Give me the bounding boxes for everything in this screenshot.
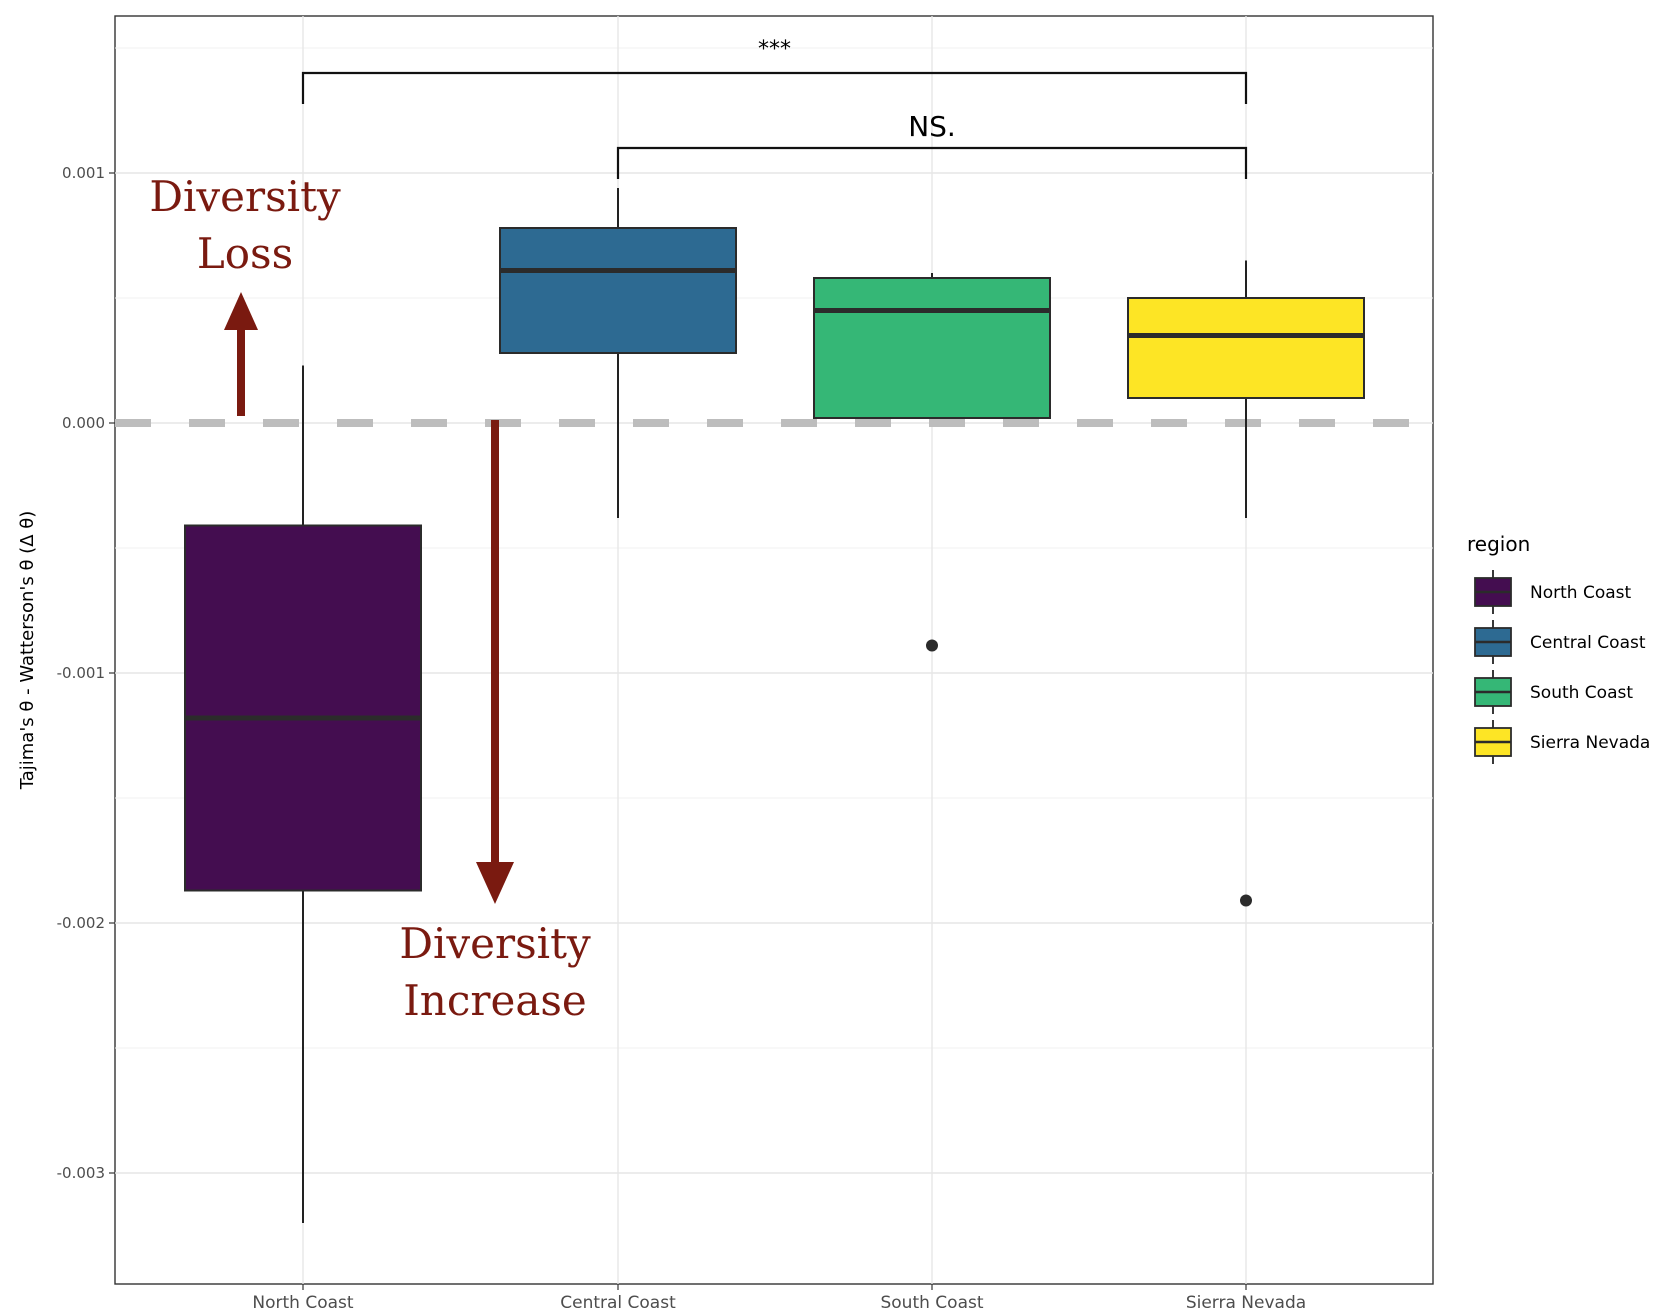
x-tick-label: Central Coast: [560, 1293, 676, 1313]
iqr-box: [184, 524, 422, 892]
legend-label: South Coast: [1530, 683, 1633, 703]
box-central-coast: [499, 188, 737, 518]
x-tick-label: North Coast: [252, 1293, 353, 1313]
axis-layer: Tajima's θ - Watterson's θ (Δ θ) 0.001 0.…: [17, 164, 1306, 1313]
iqr-box: [499, 227, 737, 354]
y-tick-label: 0.000: [62, 414, 105, 432]
annotation-text: Increase: [403, 976, 587, 1025]
iqr-box: [813, 277, 1051, 419]
legend-entry: Central Coast: [1474, 620, 1646, 664]
legend-label: Central Coast: [1530, 633, 1646, 653]
legend-entry: Sierra Nevada: [1474, 720, 1650, 764]
y-axis-title: Tajima's θ - Watterson's θ (Δ θ): [17, 511, 38, 791]
y-tick-label: -0.001: [57, 664, 105, 682]
up-arrow-head: [224, 292, 258, 330]
legend-label: North Coast: [1530, 583, 1631, 603]
legend-label: Sierra Nevada: [1530, 733, 1650, 753]
iqr-box: [1127, 297, 1365, 399]
significance-bracket-1: ***: [301, 37, 1248, 104]
x-tick-label: Sierra Nevada: [1186, 1293, 1306, 1313]
down-arrow-head: [476, 862, 514, 904]
legend: region North Coast Central Coast South Coa…: [1467, 532, 1650, 764]
annotation-layer: Diversity Loss Diversity Increase: [149, 172, 591, 1025]
bracket-line: [301, 71, 1248, 104]
box-layer: [184, 188, 1365, 1223]
bracket-line: [616, 146, 1248, 179]
annotation-text: Loss: [197, 229, 293, 278]
outlier-point: [1240, 894, 1252, 907]
annotation-diversity-loss: Diversity Loss: [149, 172, 341, 416]
grid-layer: [115, 16, 1433, 1284]
x-tick-label: South Coast: [880, 1293, 983, 1313]
y-tick-label: -0.003: [57, 1164, 105, 1182]
box-north-coast: [184, 365, 422, 1223]
significance-label: NS.: [908, 110, 956, 143]
box-south-coast: [813, 273, 1051, 652]
annotation-diversity-increase: Diversity Increase: [399, 420, 591, 1025]
legend-title: region: [1467, 532, 1530, 556]
legend-entry: North Coast: [1474, 570, 1631, 614]
significance-bracket-2: NS.: [616, 110, 1248, 179]
outlier-point: [926, 639, 938, 652]
y-tick-label: -0.002: [57, 914, 105, 932]
legend-entry: South Coast: [1474, 670, 1633, 714]
annotation-text: Diversity: [399, 919, 591, 968]
significance-layer: *** NS.: [301, 37, 1248, 179]
box-sierra-nevada: [1127, 260, 1365, 907]
significance-label: ***: [758, 37, 791, 62]
annotation-text: Diversity: [149, 172, 341, 221]
y-tick-label: 0.001: [62, 164, 105, 182]
